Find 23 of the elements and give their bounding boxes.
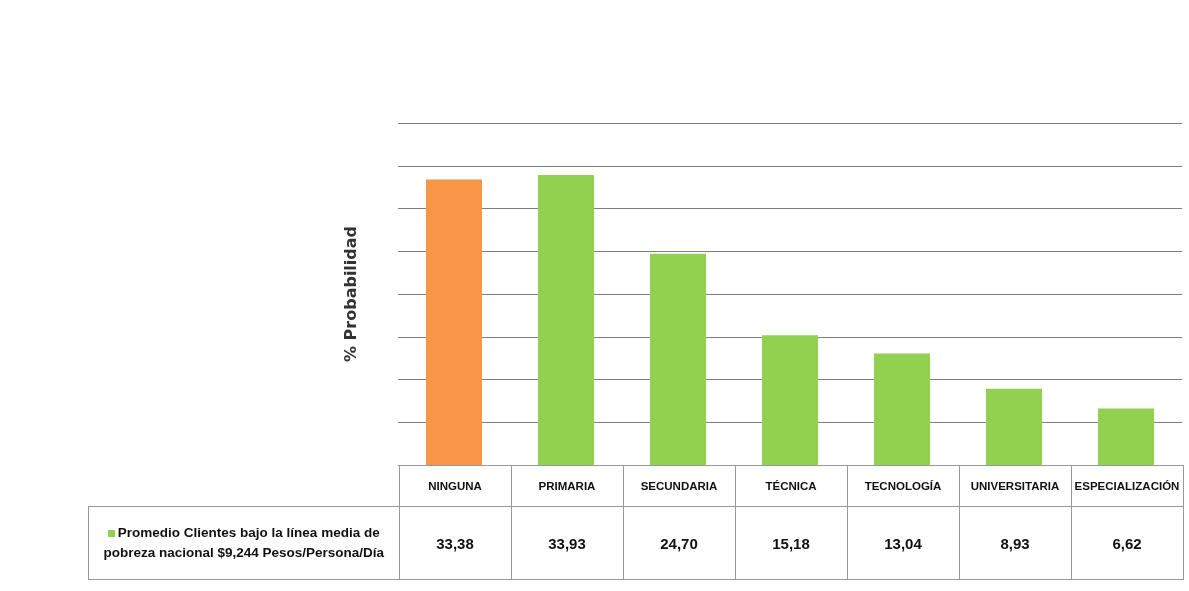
bar: [1098, 408, 1154, 465]
bar: [986, 388, 1042, 465]
data-label: 33,93: [511, 506, 623, 580]
x-tick-label: UNIVERSITARIA: [959, 465, 1071, 507]
bar: [874, 353, 930, 465]
x-tick-label: TECNOLOGÍA: [847, 465, 959, 507]
bar: [538, 174, 594, 465]
bar: [762, 335, 818, 465]
bar: [650, 253, 706, 465]
legend-label: Promedio Clientes bajo la línea media de pobreza nacional $9,244 Pesos/Persona/Día: [88, 506, 399, 580]
bar: [426, 179, 482, 465]
x-tick-label: SECUNDARIA: [623, 465, 735, 507]
data-label: 33,38: [399, 506, 511, 580]
data-label: 24,70: [623, 506, 735, 580]
y-axis-title: % Probabilidad: [340, 225, 360, 363]
data-label: 8,93: [959, 506, 1071, 580]
data-label: 13,04: [847, 506, 959, 580]
x-tick-label: TÉCNICA: [735, 465, 847, 507]
data-label: 6,62: [1071, 506, 1183, 580]
x-tick-label: PRIMARIA: [511, 465, 623, 507]
data-label: 15,18: [735, 506, 847, 580]
x-tick-label: ESPECIALIZACIÓN: [1071, 465, 1183, 507]
x-tick-label: NINGUNA: [399, 465, 511, 507]
